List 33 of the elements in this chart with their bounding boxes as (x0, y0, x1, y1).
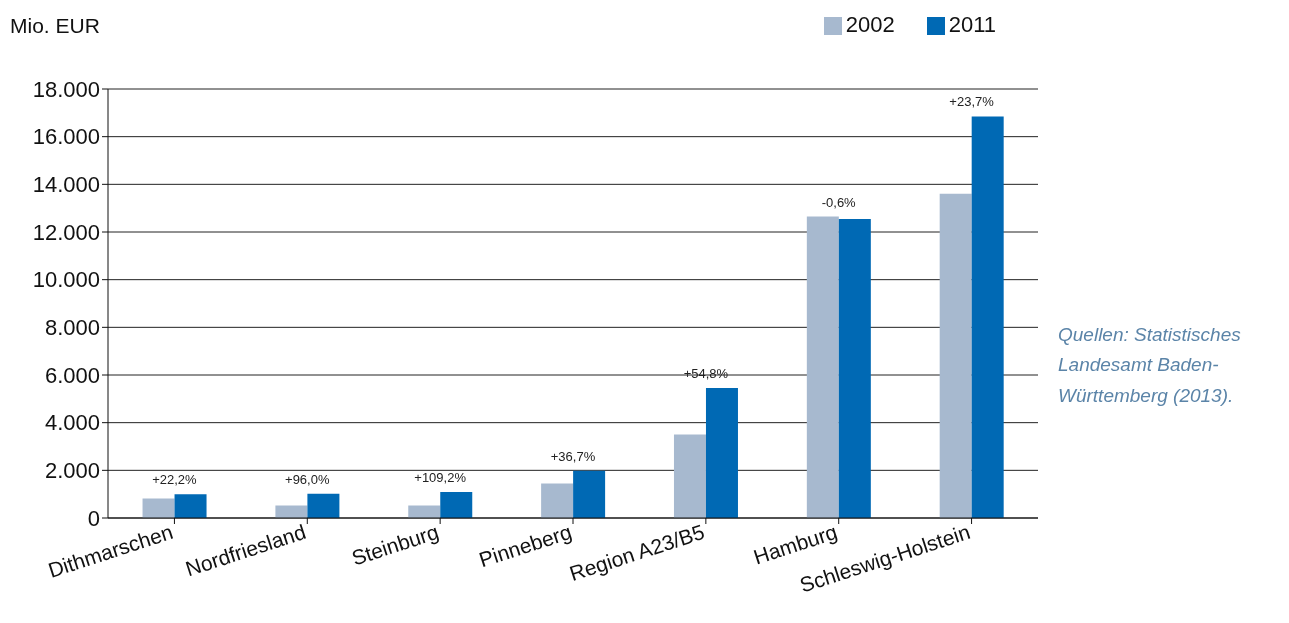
bar (971, 116, 1004, 518)
y-tick-label: 12.000 (32, 219, 100, 245)
y-tick-label: 2.000 (44, 458, 100, 484)
bar (939, 193, 972, 518)
y-tick-label: 16.000 (32, 124, 100, 150)
y-tick-label: 4.000 (44, 410, 100, 436)
bar (573, 470, 606, 518)
annotation: +22,2% (152, 472, 198, 488)
annotation: +36,7% (550, 448, 596, 464)
bar (673, 434, 706, 518)
bar (440, 492, 473, 518)
bar (806, 216, 839, 518)
bar (838, 218, 871, 518)
bar (307, 493, 340, 518)
y-tick-label: 10.000 (32, 267, 100, 293)
y-tick-label: 0 (87, 505, 100, 531)
legend-label: 2011 (948, 12, 996, 37)
legend-label: 2002 (845, 12, 895, 37)
bar (142, 498, 175, 518)
annotation: -0,6% (821, 194, 857, 210)
y-tick-label: 6.000 (44, 362, 100, 388)
annotation: +96,0% (285, 471, 330, 487)
annotation: +109,2% (414, 470, 467, 486)
y-tick-label: 8.000 (44, 315, 100, 341)
y-axis-title: Mio. EUR (10, 14, 100, 38)
y-tick-label: 14.000 (32, 172, 100, 198)
bar (541, 483, 574, 518)
source-note: Quellen: Statistisches Landesamt Baden-Württemberg (2013). (1058, 323, 1242, 408)
annotation: +23,7% (949, 94, 995, 110)
bar (705, 388, 738, 518)
bar (174, 494, 207, 518)
y-tick-label: 18.000 (32, 76, 100, 102)
annotation: +54,8% (683, 366, 729, 382)
